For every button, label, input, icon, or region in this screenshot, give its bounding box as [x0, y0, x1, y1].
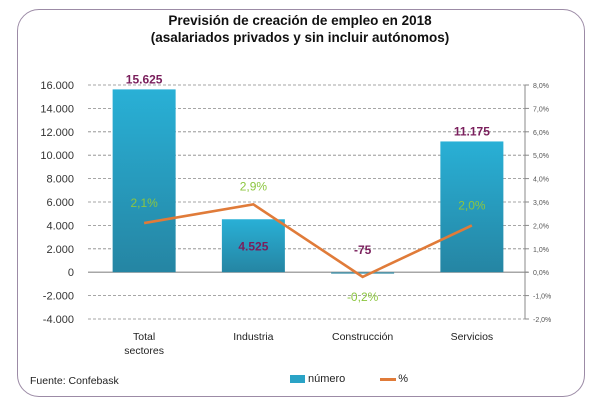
left-tick-label: -2.000: [43, 291, 74, 303]
category-label: Total: [133, 331, 155, 343]
right-tick-label: 1,0%: [533, 247, 549, 254]
left-tick-label: 10.000: [40, 150, 74, 162]
chart-frame: [17, 9, 585, 397]
bar-value-label: -75: [354, 243, 372, 257]
category-label: sectores: [124, 345, 164, 357]
line-path: [143, 202, 473, 279]
left-tick-label: 14.000: [40, 103, 74, 115]
right-tick-label: 3,0%: [533, 200, 549, 207]
bar-series: [112, 89, 504, 274]
legend-bar-swatch: [290, 375, 305, 383]
line-value-label: -0,2%: [347, 290, 379, 304]
legend: número %: [290, 373, 408, 385]
right-axis: 8,0% 7,0% 6,0% 5,0% 4,0% 3,0% 2,0% 1,0% 0,0% -1,0…: [524, 83, 551, 324]
left-tick-label: 8.000: [46, 174, 74, 186]
left-tick-label: 6.000: [46, 197, 74, 209]
right-tick-label: 7,0%: [533, 106, 549, 113]
legend-bar-label: número: [308, 373, 346, 385]
bar-value-label: 15.625: [126, 72, 163, 86]
category-label: Construcción: [332, 331, 393, 343]
right-tick-label: 2,0%: [533, 223, 549, 230]
left-tick-label: -4.000: [43, 314, 74, 326]
chart-title: Previsión de creación de empleo en 2018: [168, 13, 432, 28]
source-note: Fuente: Confebask: [30, 375, 119, 387]
left-tick-label: 16.000: [40, 80, 74, 92]
right-tick-label: 4,0%: [533, 177, 549, 184]
legend-line-swatch: [380, 377, 397, 381]
left-tick-label: 12.000: [40, 127, 74, 139]
right-tick-label: 5,0%: [533, 153, 549, 160]
line-value-label: 2,1%: [130, 196, 158, 210]
x-axis-labels: Total sectores Industria Construcción Servic…: [124, 331, 493, 357]
right-tick-label: 6,0%: [533, 130, 549, 137]
line-value-label: 2,9%: [240, 179, 268, 193]
left-tick-label: 0: [68, 267, 74, 279]
left-tick-label: 2.000: [46, 244, 74, 256]
bar: [440, 141, 504, 273]
legend-line-label: %: [398, 373, 409, 385]
chart-title-block: Previsión de creación de empleo en 2018 …: [0, 12, 600, 46]
left-tick-label: 4.000: [46, 220, 74, 232]
left-axis: 16.000 14.000 12.000 10.000 8.000 6.000 4.000 2…: [40, 80, 74, 326]
bar: [112, 89, 176, 273]
chart-subtitle: (asalariados privados y sin incluir autó…: [150, 30, 450, 45]
right-tick-label: -2,0%: [533, 317, 551, 324]
bar-value-label: 11.175: [454, 124, 490, 138]
line-series: [143, 202, 473, 279]
data-labels: 15.625 4.525 -75 11.175 2,1% 2,9% -0,2% 2,0%: [126, 72, 490, 303]
bar: [221, 219, 285, 273]
right-tick-label: 0,0%: [533, 270, 549, 277]
category-label: Industria: [233, 331, 273, 343]
line-value-label: 2,0%: [458, 198, 486, 212]
right-tick-label: -1,0%: [533, 294, 551, 301]
category-label: Servicios: [451, 331, 494, 343]
bar: [331, 272, 395, 274]
bar-value-label: 4.525: [238, 240, 268, 254]
right-tick-label: 8,0%: [533, 83, 549, 90]
